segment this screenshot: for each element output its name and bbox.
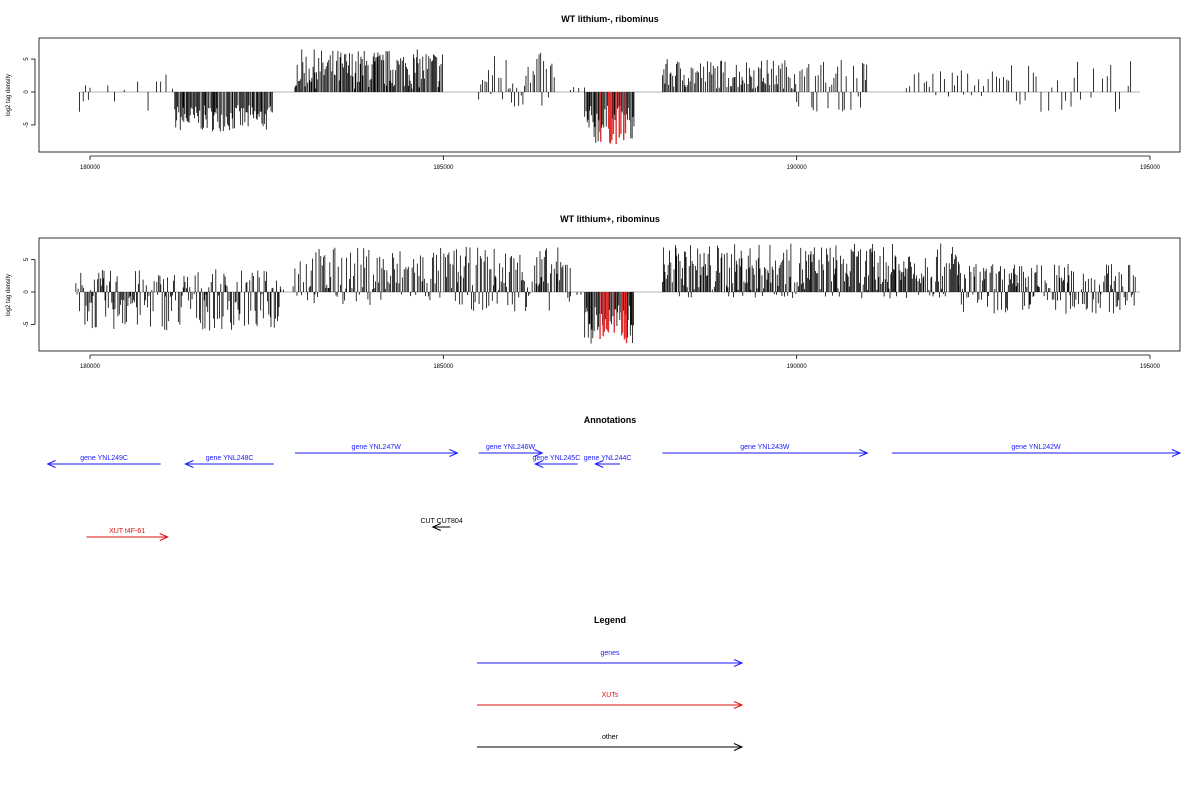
feature-arrow — [478, 449, 544, 457]
panel-1-title: WT lithium-, ribominus — [561, 14, 659, 24]
legend-arrow — [477, 659, 744, 667]
feature-label: CUT CUT804 — [420, 518, 462, 525]
panel-2-frame — [38, 237, 1181, 352]
x-tick-label: 190000 — [787, 364, 808, 370]
feature-label: gene YNL246W — [486, 444, 536, 451]
x-tick-label: 195000 — [1140, 364, 1161, 370]
panel-2-x-axis: 180000 185000 190000 195000 — [80, 354, 1161, 370]
legend-panel: Legend genes XUTs other — [477, 615, 744, 751]
feature-arrow — [533, 460, 578, 468]
panel-1-ylabel: log2 tag density — [6, 74, 12, 116]
y-tick-label: 0 — [24, 90, 30, 94]
y-tick-label: -5 — [24, 321, 30, 327]
panel-1-bars — [79, 49, 1132, 145]
panel-2-title: WT lithium+, ribominus — [560, 214, 660, 224]
feature-arrow — [594, 460, 620, 468]
legend-arrow — [477, 701, 744, 709]
x-tick-label: 195000 — [1140, 165, 1161, 171]
feature-arrow — [86, 533, 169, 541]
feature-label: XUT t4F-61 — [109, 528, 145, 535]
feature-label: gene YNL249C — [80, 455, 128, 462]
legend-label: XUTs — [602, 692, 619, 699]
feature-arrow — [892, 449, 1182, 457]
y-tick-label: 5 — [24, 257, 30, 261]
feature-arrow — [662, 449, 869, 457]
legend-title: Legend — [594, 615, 626, 625]
x-tick-label: 185000 — [433, 364, 454, 370]
annotations-title: Annotations — [584, 415, 637, 425]
panel-2-ylabel: log2 tag density — [6, 274, 12, 316]
x-tick-label: 180000 — [80, 165, 101, 171]
feature-label: gene YNL242W — [1011, 444, 1061, 451]
feature-label: gene YNL243W — [740, 444, 790, 451]
panel-2-bars — [75, 243, 1136, 344]
y-tick-label: 0 — [24, 290, 30, 294]
feature-label: gene YNL247W — [352, 444, 402, 451]
panel-1-frame — [38, 37, 1181, 153]
feature-label: gene YNL244C — [584, 455, 632, 462]
y-tick-label: -5 — [24, 122, 30, 128]
legend-items: genes XUTs other — [477, 650, 744, 751]
y-tick-label: 5 — [24, 57, 30, 61]
panel-1-x-axis: 180000 185000 190000 195000 — [80, 155, 1161, 171]
legend-label: genes — [600, 650, 620, 657]
feature-arrow — [184, 460, 274, 468]
x-tick-label: 185000 — [433, 165, 454, 171]
feature-arrow — [294, 449, 459, 457]
panel-2-y-axis: -5 0 5 — [24, 257, 36, 327]
legend-arrow — [477, 743, 744, 751]
annotation-features: gene YNL249C gene YNL248C gene YNL247W gene… — [46, 444, 1182, 541]
feature-label: gene YNL248C — [206, 455, 254, 462]
feature-arrow — [431, 523, 451, 531]
panel-1: WT lithium-, ribominus -5 0 5 180000 185000… — [6, 14, 1181, 171]
legend-label: other — [602, 734, 619, 741]
x-tick-label: 180000 — [80, 364, 101, 370]
panel-1-y-axis: -5 0 5 — [24, 57, 36, 128]
x-tick-label: 190000 — [787, 165, 808, 171]
feature-label: gene YNL245C — [533, 455, 581, 462]
annotations-panel: Annotations gene YNL249C gene YNL248Cgene… — [46, 415, 1182, 541]
panel-2: WT lithium+, ribominus -5 0 5 180000 185000… — [6, 214, 1181, 370]
feature-arrow — [46, 460, 161, 468]
